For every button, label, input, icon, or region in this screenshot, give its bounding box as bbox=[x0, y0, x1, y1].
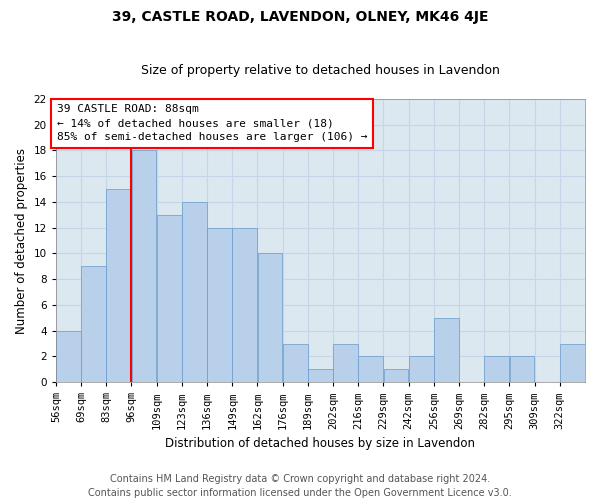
Bar bbox=[560, 344, 585, 382]
Text: 39 CASTLE ROAD: 88sqm
← 14% of detached houses are smaller (18)
85% of semi-deta: 39 CASTLE ROAD: 88sqm ← 14% of detached … bbox=[57, 104, 367, 142]
Bar bbox=[182, 202, 207, 382]
Bar bbox=[358, 356, 383, 382]
Bar bbox=[434, 318, 459, 382]
Y-axis label: Number of detached properties: Number of detached properties bbox=[15, 148, 28, 334]
X-axis label: Distribution of detached houses by size in Lavendon: Distribution of detached houses by size … bbox=[166, 437, 475, 450]
Bar bbox=[308, 370, 333, 382]
Bar bbox=[383, 370, 409, 382]
Bar bbox=[207, 228, 232, 382]
Bar bbox=[409, 356, 434, 382]
Bar bbox=[283, 344, 308, 382]
Bar bbox=[484, 356, 509, 382]
Bar bbox=[56, 330, 81, 382]
Bar bbox=[257, 254, 283, 382]
Bar bbox=[509, 356, 535, 382]
Bar bbox=[81, 266, 106, 382]
Bar bbox=[131, 150, 157, 382]
Bar bbox=[106, 189, 131, 382]
Title: Size of property relative to detached houses in Lavendon: Size of property relative to detached ho… bbox=[141, 64, 500, 77]
Bar bbox=[157, 215, 182, 382]
Text: 39, CASTLE ROAD, LAVENDON, OLNEY, MK46 4JE: 39, CASTLE ROAD, LAVENDON, OLNEY, MK46 4… bbox=[112, 10, 488, 24]
Text: Contains HM Land Registry data © Crown copyright and database right 2024.
Contai: Contains HM Land Registry data © Crown c… bbox=[88, 474, 512, 498]
Bar bbox=[232, 228, 257, 382]
Bar bbox=[333, 344, 358, 382]
